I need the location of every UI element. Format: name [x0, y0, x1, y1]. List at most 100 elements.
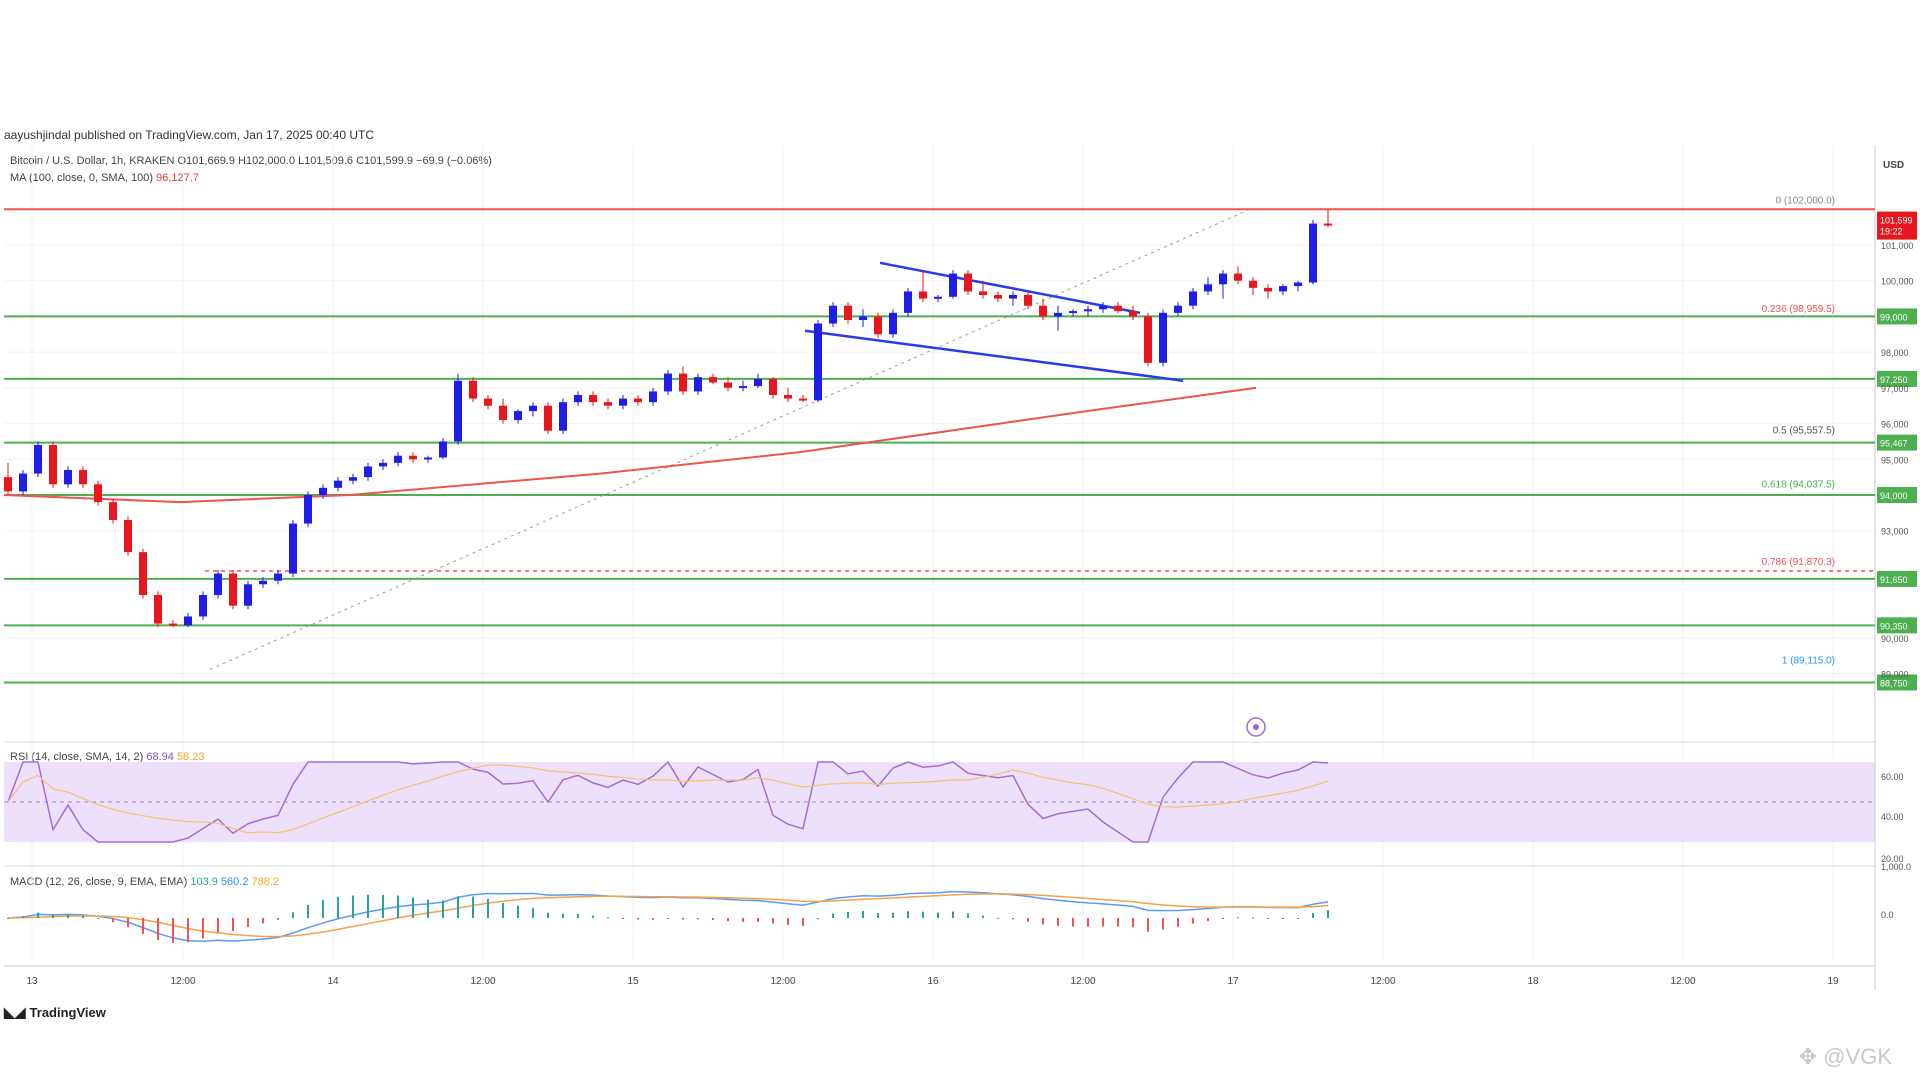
current-price-label: 101,599 [1880, 216, 1913, 226]
macd-histogram-bar [67, 914, 69, 918]
macd-histogram-bar [247, 918, 249, 928]
indicator-panes [4, 145, 1876, 990]
fib-retracement-diagonal [209, 208, 1251, 670]
macd-histogram-bar [712, 918, 714, 920]
macd-histogram-bar [1042, 918, 1044, 925]
macd-histogram-bar [592, 915, 594, 918]
macd-histogram-bar [352, 895, 354, 918]
candle-body [1054, 312, 1062, 317]
x-axis-tick-label: 16 [927, 976, 939, 987]
candle-body [1114, 305, 1122, 312]
candle-body [169, 623, 177, 626]
macd-histogram-bar [97, 918, 99, 919]
y-axis-tick-label: 101,000 [1881, 241, 1914, 251]
macd-histogram-bar [907, 911, 909, 918]
macd-histogram-bar [922, 911, 924, 918]
macd-histogram-bar [832, 913, 834, 918]
candle-body [274, 573, 282, 581]
candle-body [124, 520, 132, 553]
macd-histogram-bar [457, 896, 459, 918]
candle-body [829, 305, 837, 324]
candle-body [1324, 223, 1332, 226]
macd-histogram-bar [202, 918, 204, 939]
level-badge-label: 91,650 [1880, 575, 1908, 585]
candle-body [1234, 273, 1242, 281]
macd-histogram-bar [1072, 918, 1074, 927]
macd-label: MACD (12, 26, close, 9, EMA, EMA) [10, 876, 188, 888]
candle-body [604, 402, 612, 406]
fib-level-label: 1 (89,115.0) [1782, 655, 1835, 666]
macd-histogram-bar [277, 918, 279, 920]
macd-histogram-bar [322, 899, 324, 918]
macd-histogram-bar [1117, 918, 1119, 927]
macd-axis-label: 0.0 [1881, 910, 1894, 920]
candle-body [769, 378, 777, 395]
macd-histogram-bar [1267, 918, 1269, 919]
macd-histogram-bar [1102, 918, 1104, 927]
y-axis-tick-label: 96,000 [1881, 420, 1909, 430]
rsi-axis-label: 60.00 [1881, 772, 1904, 782]
macd-histogram-bar [532, 908, 534, 918]
macd-hist-value: 103.9 [190, 876, 218, 888]
candle-body [1144, 316, 1152, 363]
candle-body [1084, 309, 1092, 312]
rsi-line [7, 760, 1329, 843]
macd-histogram-bar [172, 918, 174, 943]
fib-level-label: 0.5 (95,557.5) [1773, 425, 1835, 436]
macd-histogram-bar [847, 911, 849, 918]
macd-histogram-bar [1192, 918, 1194, 924]
candle-body [979, 291, 987, 295]
macd-histogram-bar [52, 914, 54, 918]
x-axis-tick-label: 12:00 [1670, 976, 1695, 987]
candle-body [874, 316, 882, 335]
moving-average [3, 386, 1257, 504]
watermark: ✥ @VGK [1798, 1044, 1892, 1069]
macd-histogram-bar [142, 918, 144, 934]
macd-histogram-bar [397, 895, 399, 918]
candle-body [799, 398, 807, 401]
x-axis-tick-label: 12:00 [1070, 976, 1095, 987]
candle-body [619, 398, 627, 406]
macd-histogram-bar [967, 913, 969, 918]
macd-histogram-bar [562, 913, 564, 918]
candle-body [349, 477, 357, 481]
macd-histogram-bar [487, 898, 489, 918]
rsi-band [4, 762, 1875, 842]
tradingview-logo-icon: ◣◢ [4, 1004, 26, 1020]
tradingview-logo: ◣◢ TradingView [4, 1004, 106, 1021]
horizontal-levels: 99,000 97,250 95,467 94,000 91,650 90,350 88,7… [4, 208, 1917, 691]
macd-histogram-bar [37, 912, 39, 918]
fib-level-label: 0.236 (98,959.5) [1762, 304, 1835, 315]
y-axis-tick-label: 98,000 [1881, 348, 1909, 358]
ma-label: MA (100, close, 0, SMA, 100) [10, 172, 154, 184]
macd-axis-label: 1,000.0 [1881, 862, 1911, 872]
x-axis-tick-label: 19 [1827, 976, 1839, 987]
candle-body [79, 470, 87, 485]
macd-histogram-bar [667, 918, 669, 919]
publisher-line: aayushjindal published on TradingView.co… [4, 128, 375, 142]
x-axis-tick-label: 17 [1227, 976, 1239, 987]
macd-histogram-bar [7, 918, 9, 919]
fib-level-label: 0.786 (91,870.3) [1762, 557, 1835, 568]
macd-histogram-bar [1252, 917, 1254, 919]
rsi-ma-value: 58.23 [176, 751, 205, 763]
level-badge [1877, 570, 1917, 587]
macd-histogram-bar [652, 918, 654, 920]
macd-histogram-bar [817, 918, 819, 920]
macd-histogram-bar [682, 918, 684, 920]
macd-histogram-bar [742, 918, 744, 922]
macd-line [7, 890, 1329, 943]
y-axis-tick-label: 89,000 [1881, 670, 1909, 680]
candle-body [4, 477, 12, 492]
candle-body [109, 502, 117, 520]
candle-body [1219, 273, 1227, 285]
fibonacci-levels: 0 (102,000.0) 0.236 (98,959.5) 0.5 (95,557… [209, 195, 1835, 670]
macd-histogram-bar [307, 904, 309, 918]
macd-histogram-bar [802, 918, 804, 926]
candle-body [634, 398, 642, 403]
macd-histogram-bar [232, 918, 234, 932]
macd-histogram-bar [697, 918, 699, 920]
macd-histogram-bar [1162, 918, 1164, 930]
macd-histogram-bar [442, 900, 444, 918]
